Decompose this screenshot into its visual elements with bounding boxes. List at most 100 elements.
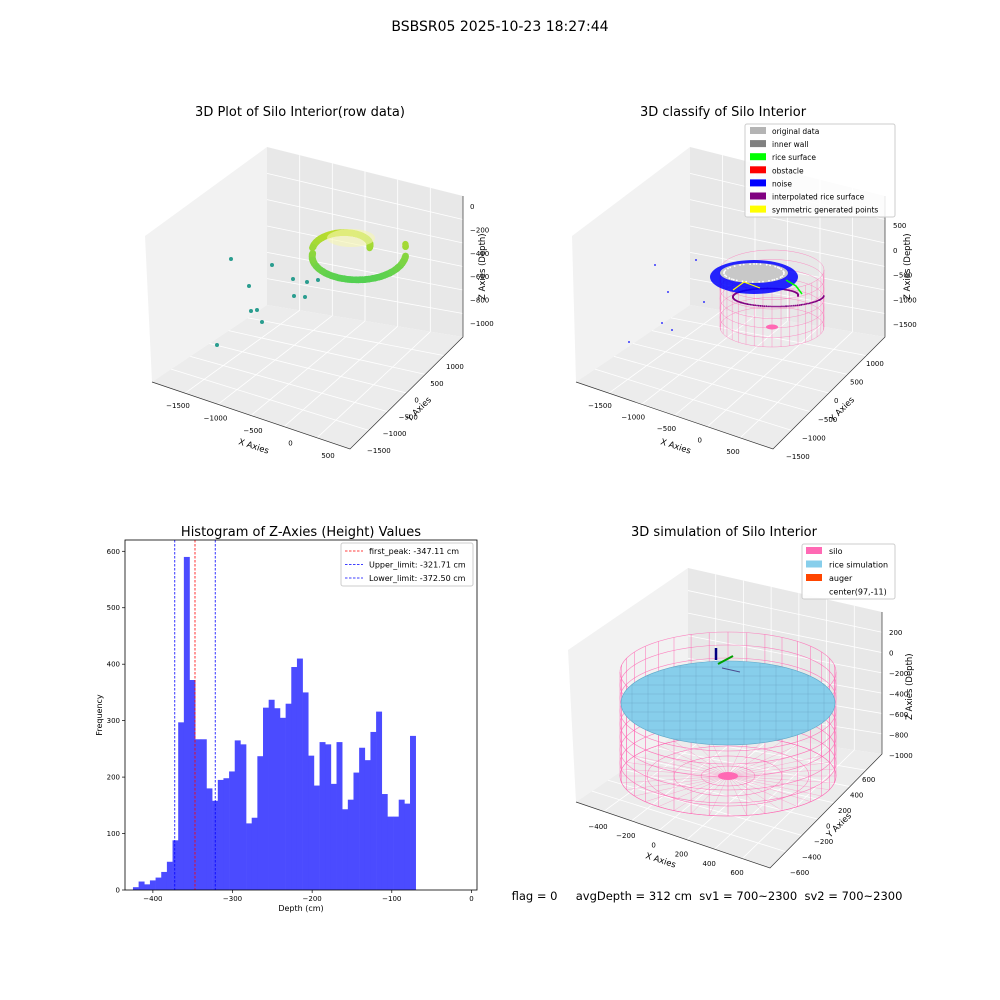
histogram-xlabel: Depth (cm) <box>278 904 323 913</box>
x-tick-label: −400 <box>143 895 162 903</box>
panel1-ytick: −500 <box>399 413 418 421</box>
interp-point <box>818 299 821 301</box>
histogram-bar <box>268 699 275 890</box>
interp-point <box>808 302 811 305</box>
legend-label: rice simulation <box>829 561 888 570</box>
original-point <box>779 276 782 279</box>
noise-point <box>661 322 663 324</box>
pane-floor <box>576 305 885 449</box>
histogram-bar <box>274 708 281 890</box>
axis-line <box>575 612 883 869</box>
histogram-bar <box>132 887 139 890</box>
histogram-bar <box>296 658 303 890</box>
panel2-xtick: 500 <box>726 448 739 456</box>
histogram-bar <box>370 731 377 890</box>
interp-point <box>793 290 795 293</box>
grid-line <box>714 745 827 850</box>
panel4-zlabel: Z Axies (Depth) <box>905 653 915 720</box>
legend-label: inner wall <box>772 140 809 149</box>
original-point <box>778 267 781 270</box>
noise-point <box>654 264 656 266</box>
histogram-bar <box>189 680 196 890</box>
axis-line <box>151 196 464 450</box>
original-point <box>758 281 761 283</box>
histogram-y-ticks: 0 100 200 300 400 500 600 <box>107 548 125 895</box>
histogram-bar <box>342 809 349 890</box>
panel4-ztick: 0 <box>889 650 893 658</box>
panel2-ztick: −1000 <box>893 296 917 304</box>
legend-label: original data <box>772 127 819 136</box>
interp-point <box>822 295 825 297</box>
histogram-bar <box>246 823 252 890</box>
interp-point <box>800 303 803 306</box>
panel1-point-cloud <box>215 229 409 347</box>
panel4-auger <box>714 648 741 673</box>
interp-point <box>773 305 775 308</box>
panel1-ztick: −1000 <box>470 320 494 328</box>
histogram-bar <box>138 881 145 890</box>
interp-point <box>759 305 762 307</box>
surface-point <box>357 276 364 283</box>
grid-line <box>687 590 883 633</box>
interp-point <box>812 301 815 303</box>
panel2-ztick: 0 <box>893 247 897 255</box>
panel2-xlabel: X Axies <box>659 437 692 456</box>
panel2-ztick: −500 <box>893 272 912 280</box>
original-point <box>774 265 777 268</box>
surface-point <box>309 251 316 259</box>
y-tick-label: 500 <box>107 604 120 612</box>
histogram-legend: first_peak: -347.11 cm Upper_limit: -321.… <box>340 542 474 587</box>
surface-point <box>346 276 354 283</box>
y-tick-label: 200 <box>107 774 120 782</box>
original-patch <box>720 263 788 283</box>
panel4-xtick: 200 <box>675 851 688 859</box>
histogram-bar <box>410 735 416 890</box>
x-tick-label: −200 <box>303 895 322 903</box>
legend-swatch <box>806 560 822 568</box>
original-point <box>776 266 779 269</box>
original-point <box>735 279 738 282</box>
silo-center <box>718 772 738 780</box>
panel1-ztick: −200 <box>470 226 489 234</box>
grid-line <box>655 747 851 787</box>
histogram-bar <box>376 711 383 890</box>
interp-point <box>749 303 752 306</box>
histogram-bar <box>404 803 411 890</box>
histogram-bar <box>398 799 405 890</box>
outlier-point <box>255 308 259 312</box>
panel2-classified-points <box>628 249 825 348</box>
grid-line <box>639 758 835 804</box>
pane-left <box>568 568 688 802</box>
interp-point <box>783 305 785 308</box>
legend-label: Upper_limit: -321.71 cm <box>369 561 466 570</box>
histogram-bar <box>381 794 388 890</box>
interp-point <box>789 305 791 307</box>
silo-floor-ring <box>673 755 783 797</box>
histogram-bar <box>240 744 247 890</box>
legend-swatch <box>750 127 766 134</box>
histogram-bar <box>325 744 332 890</box>
interp-point <box>761 305 764 307</box>
interp-point <box>732 296 734 299</box>
histogram-bar <box>319 742 326 890</box>
y-tick-label: 600 <box>107 548 120 556</box>
histogram-bar <box>313 785 320 890</box>
interp-point <box>798 304 801 306</box>
original-point <box>771 279 774 281</box>
original-point <box>759 263 762 266</box>
histogram-frame <box>124 539 478 891</box>
surface-point <box>399 258 406 266</box>
panel2-ytick: 0 <box>834 397 838 405</box>
panel4-ytick: 400 <box>850 792 863 800</box>
legend-swatch <box>750 179 766 187</box>
histogram-bar <box>393 816 400 890</box>
original-point <box>733 265 736 267</box>
histogram-bar <box>285 703 292 890</box>
original-point <box>732 278 735 281</box>
interp-point <box>771 305 773 308</box>
panel1-axes-box: −1500 −1000 −500 0 500 1000 500 0 −500 −1000 −1500… <box>145 147 494 460</box>
grid-line <box>742 749 855 859</box>
panel4-ytick: −400 <box>802 854 821 862</box>
interp-point <box>785 305 787 308</box>
interp-point <box>733 298 736 301</box>
